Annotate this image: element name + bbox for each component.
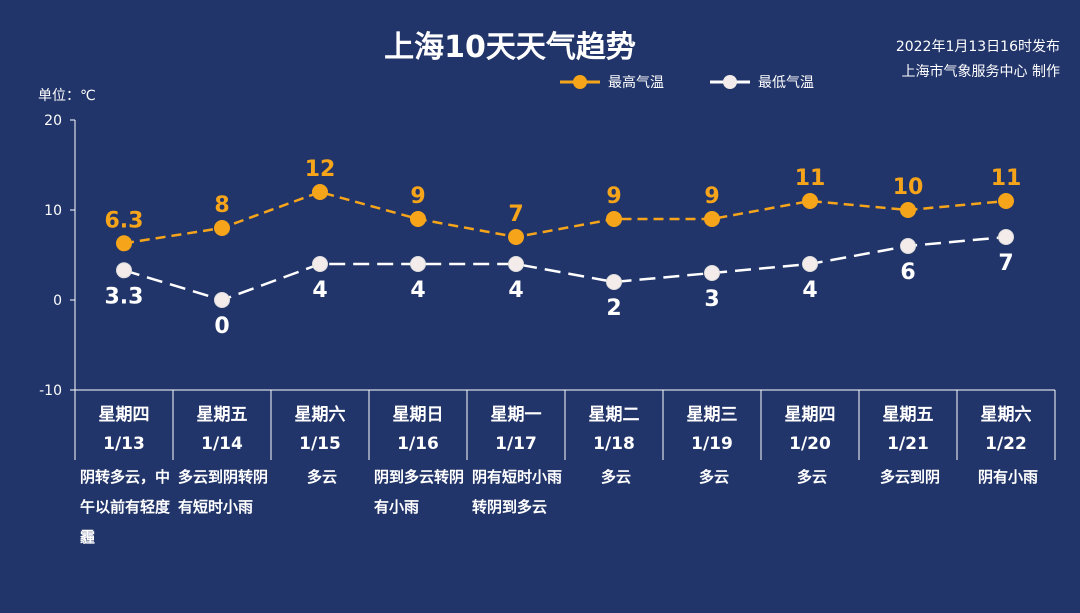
low-temp-point: [410, 256, 426, 272]
low-temp-point: [312, 256, 328, 272]
weekday-label: 星期六: [980, 405, 1032, 425]
high-temp-point: [704, 211, 720, 227]
high-temp-point: [900, 202, 916, 218]
legend-low: 最低气温: [710, 72, 814, 92]
low-temp-point: [900, 238, 916, 254]
low-temp-label: 4: [312, 278, 327, 303]
day-header: 星期四 1/20: [761, 401, 859, 459]
low-temp-point: [802, 256, 818, 272]
weekday-label: 星期二: [588, 405, 640, 425]
high-temp-label: 10: [893, 175, 924, 200]
day-header: 星期五 1/21: [859, 401, 957, 459]
weather-description: 多云到阴: [879, 468, 940, 486]
weekday-label: 星期日: [392, 405, 444, 425]
day-header: 星期二 1/18: [565, 401, 663, 459]
high-temp-point: [410, 211, 426, 227]
weather-description: 阴到多云转阴有小雨: [374, 468, 465, 516]
legend-low-label: 最低气温: [758, 75, 814, 91]
high-temp-point: [116, 235, 132, 252]
high-temp-point: [606, 211, 622, 227]
low-temp-label: 0: [214, 314, 229, 339]
high-temp-label: 6.3: [105, 208, 144, 233]
high-temp-label: 9: [704, 184, 719, 209]
y-tick-label: -10: [39, 383, 62, 399]
weekday-label: 星期四: [784, 405, 836, 425]
high-temp-label: 12: [305, 157, 336, 182]
weekday-label: 星期五: [196, 405, 248, 425]
day-header: 星期一 1/17: [467, 401, 565, 459]
day-header: 星期四 1/13: [75, 401, 173, 459]
low-temp-label: 4: [802, 278, 817, 303]
legend-high-label: 最高气温: [608, 75, 664, 91]
day-header: 星期六 1/15: [271, 401, 369, 459]
high-temp-point: [312, 184, 328, 200]
y-tick-label: 10: [44, 203, 62, 219]
weekday-label: 星期三: [686, 405, 738, 425]
weather-description: 多云到阴转阴有短时小雨: [178, 468, 269, 516]
day-header: 星期日 1/16: [369, 401, 467, 459]
day-header: 星期三 1/19: [663, 401, 761, 459]
low-temp-point: [606, 274, 622, 290]
publish-time: 2022年1月13日16时发布: [895, 39, 1060, 55]
date-label: 1/16: [397, 434, 439, 454]
weather-description: 阴转多云，中午以前有轻度霾: [80, 468, 171, 546]
date-label: 1/19: [691, 434, 733, 454]
weather-description: 阴有小雨: [977, 468, 1038, 486]
high-temp-label: 11: [795, 166, 826, 191]
day-header: 星期五 1/14: [173, 401, 271, 459]
weather-description: 多云: [600, 468, 631, 486]
high-temp-point: [214, 220, 230, 236]
weekday-label: 星期六: [294, 405, 346, 425]
low-temp-label: 6: [900, 260, 915, 285]
date-label: 1/14: [201, 434, 243, 454]
date-label: 1/13: [103, 434, 145, 454]
weather-description: 多云: [698, 468, 729, 486]
date-label: 1/20: [789, 434, 831, 454]
date-label: 1/18: [593, 434, 635, 454]
high-temp-line: [123, 190, 1007, 245]
date-label: 1/15: [299, 434, 341, 454]
low-temp-point: [214, 292, 230, 308]
high-temp-label: 8: [214, 193, 229, 218]
weekday-label: 星期一: [490, 405, 542, 425]
low-temp-label: 7: [998, 251, 1013, 276]
low-temp-point: [998, 229, 1014, 245]
producer: 上海市气象服务中心 制作: [901, 64, 1060, 80]
high-temp-point: [802, 193, 818, 209]
y-tick-label: 20: [44, 113, 62, 129]
weekday-label: 星期五: [882, 405, 934, 425]
high-temp-label: 11: [991, 166, 1022, 191]
weather-description: 多云: [306, 468, 337, 486]
day-header: 星期六 1/22: [957, 401, 1055, 459]
legend-low-marker-icon: [710, 75, 750, 89]
low-temp-point: [508, 256, 524, 272]
date-label: 1/17: [495, 434, 537, 454]
high-temp-label: 9: [606, 184, 621, 209]
high-temp-point: [508, 229, 524, 245]
low-temp-label: 4: [410, 278, 425, 303]
weather-description: 阴有短时小雨转阴到多云: [472, 468, 563, 516]
weather-description: 多云: [796, 468, 827, 486]
date-label: 1/22: [985, 434, 1027, 454]
high-temp-label: 7: [508, 202, 523, 227]
high-temp-point: [998, 193, 1014, 209]
chart-title: 上海10天天气趋势: [384, 30, 636, 65]
legend-high-marker-icon: [560, 75, 600, 89]
low-temp-label: 3.3: [105, 284, 144, 309]
high-temp-label: 9: [410, 184, 425, 209]
low-temp-label: 3: [704, 287, 719, 312]
legend-high: 最高气温: [560, 72, 664, 92]
low-temp-point: [704, 265, 720, 281]
y-tick-label: 0: [53, 293, 62, 309]
date-label: 1/21: [887, 434, 929, 454]
low-temp-label: 2: [606, 296, 621, 321]
low-temp-label: 4: [508, 278, 523, 303]
low-temp-point: [116, 262, 132, 279]
low-temp-line: [123, 235, 1007, 302]
y-axis-unit: 单位：℃: [38, 88, 96, 104]
weekday-label: 星期四: [98, 405, 150, 425]
